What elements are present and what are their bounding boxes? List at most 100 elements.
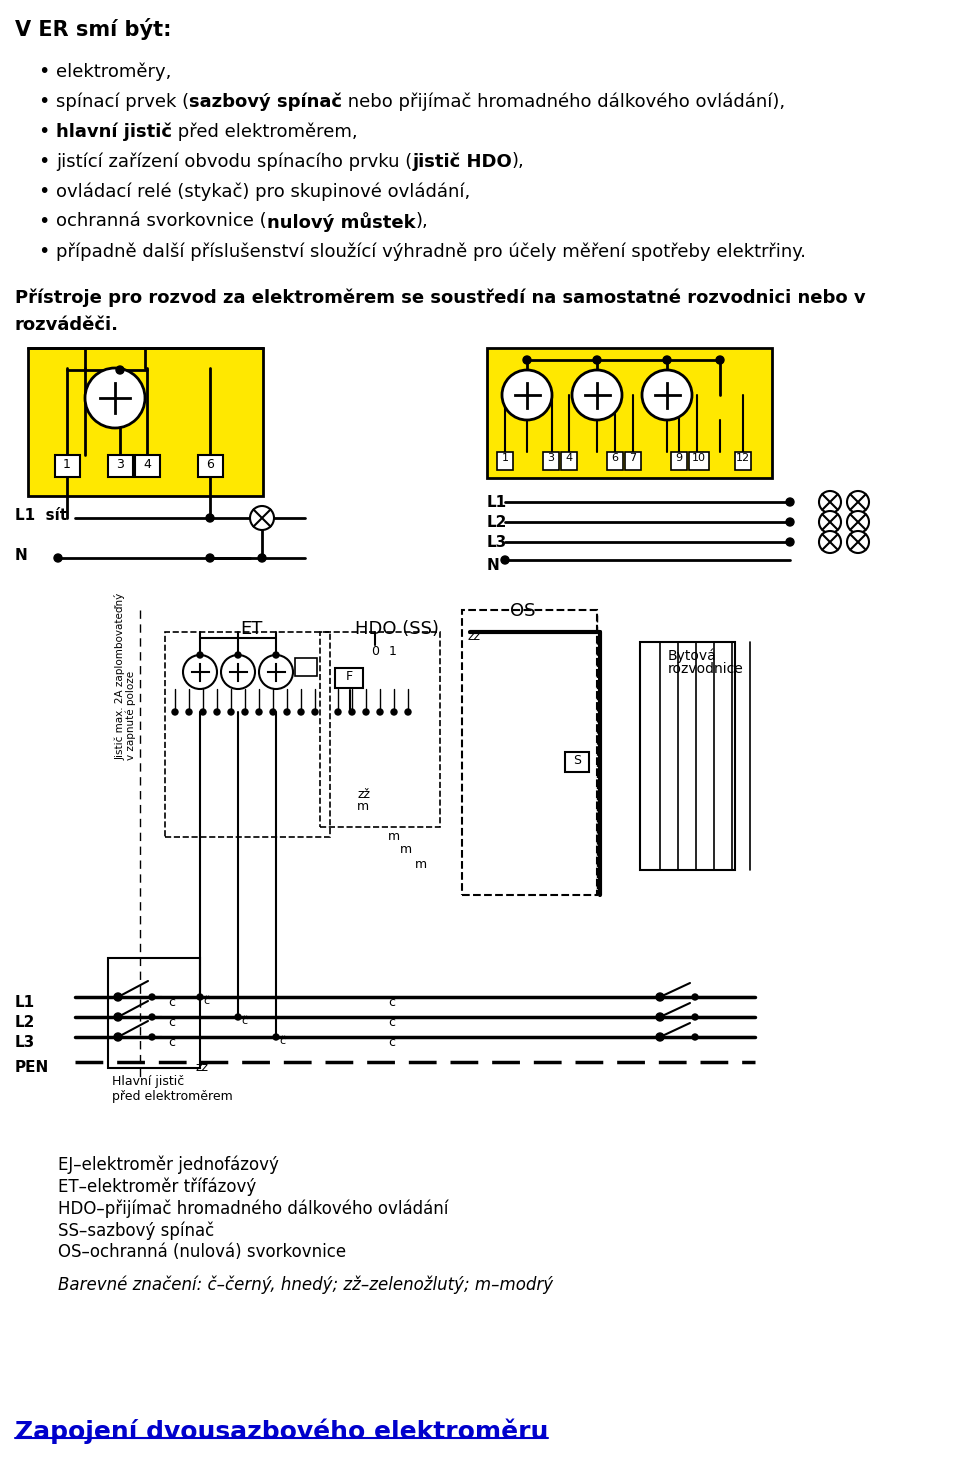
Text: N: N [15, 548, 28, 563]
Text: hlavní jistič: hlavní jistič [56, 122, 172, 140]
Text: ochranná svorkovnice (: ochranná svorkovnice ( [56, 212, 267, 230]
Circle shape [692, 993, 698, 999]
Circle shape [197, 993, 203, 999]
Circle shape [85, 368, 145, 427]
Text: L2: L2 [487, 514, 508, 531]
Bar [607, 453, 623, 470]
Text: 4: 4 [565, 453, 572, 463]
Circle shape [172, 709, 178, 715]
Circle shape [501, 556, 509, 565]
Text: č: č [203, 996, 209, 1005]
Text: 1: 1 [501, 453, 509, 463]
Text: L3: L3 [15, 1035, 36, 1049]
Text: •: • [38, 242, 49, 261]
Circle shape [206, 554, 214, 562]
Bar [108, 958, 200, 1069]
Bar [165, 632, 330, 837]
Circle shape [312, 709, 318, 715]
Circle shape [819, 491, 841, 513]
Bar [55, 455, 80, 478]
Bar [108, 455, 133, 478]
Circle shape [54, 554, 62, 562]
Text: před elektroměrem,: před elektroměrem, [172, 122, 358, 140]
Circle shape [786, 498, 794, 506]
Circle shape [228, 709, 234, 715]
Text: L1  sít: L1 sít [15, 509, 67, 523]
Text: elektroměry,: elektroměry, [56, 62, 172, 81]
Circle shape [206, 514, 214, 522]
Text: F: F [346, 671, 352, 682]
Text: č: č [241, 1016, 247, 1026]
Circle shape [183, 654, 217, 688]
Text: jistič HDO: jistič HDO [412, 152, 512, 171]
Circle shape [642, 370, 692, 420]
Text: 0: 0 [371, 646, 379, 657]
Text: v zapnuté poloze: v zapnuté poloze [125, 671, 135, 761]
Bar [28, 348, 263, 495]
Text: ),: ), [512, 152, 525, 170]
Circle shape [847, 491, 869, 513]
Text: 12: 12 [736, 453, 750, 463]
Circle shape [656, 1013, 664, 1021]
Circle shape [149, 1014, 155, 1020]
Text: •: • [38, 91, 49, 111]
Text: rozvodnice: rozvodnice [668, 662, 744, 677]
Text: č: č [168, 996, 175, 1010]
Circle shape [221, 654, 255, 688]
Text: 9: 9 [676, 453, 683, 463]
Text: HDO (SS): HDO (SS) [355, 621, 439, 638]
Circle shape [377, 709, 383, 715]
Circle shape [786, 538, 794, 545]
Circle shape [114, 1013, 122, 1021]
Circle shape [273, 652, 279, 657]
Circle shape [847, 511, 869, 534]
Text: č: č [168, 1036, 175, 1049]
Circle shape [259, 654, 293, 688]
Bar [640, 643, 735, 870]
Bar [561, 453, 577, 470]
Text: •: • [38, 62, 49, 81]
Text: m: m [400, 843, 412, 856]
Bar [735, 453, 751, 470]
Bar [497, 453, 513, 470]
Circle shape [335, 709, 341, 715]
Text: Zapojení dvousazbového elektroměru: Zapojení dvousazbového elektroměru [15, 1418, 548, 1443]
Text: zž: zž [195, 1061, 208, 1075]
Circle shape [298, 709, 304, 715]
Circle shape [186, 709, 192, 715]
Bar [335, 668, 363, 688]
Circle shape [235, 1014, 241, 1020]
Text: •: • [38, 212, 49, 231]
Circle shape [819, 531, 841, 553]
Bar [689, 453, 709, 470]
Circle shape [349, 709, 355, 715]
Circle shape [197, 652, 203, 657]
Bar [320, 632, 440, 827]
Circle shape [786, 517, 794, 526]
Bar [462, 610, 597, 895]
Circle shape [116, 366, 124, 374]
Bar [198, 455, 223, 478]
Bar [487, 348, 772, 478]
Text: 1: 1 [389, 646, 396, 657]
Text: 4: 4 [143, 458, 151, 472]
Text: 6: 6 [206, 458, 214, 472]
Circle shape [250, 506, 274, 531]
Text: S: S [573, 755, 581, 766]
Circle shape [242, 709, 248, 715]
Circle shape [235, 652, 241, 657]
Bar [295, 657, 317, 677]
Text: č: č [388, 996, 395, 1010]
Text: případně další příslušenství sloužící výhradně pro účely měření spotřeby elektrř: případně další příslušenství sloužící vý… [56, 242, 806, 261]
Text: nebo přijímač hromadného dálkového ovládání),: nebo přijímač hromadného dálkového ovlád… [342, 91, 785, 111]
Circle shape [572, 370, 622, 420]
Text: OS–ochranná (nulová) svorkovnice: OS–ochranná (nulová) svorkovnice [58, 1243, 347, 1260]
Circle shape [273, 1033, 279, 1041]
Circle shape [656, 993, 664, 1001]
Text: m: m [388, 830, 400, 843]
Text: č: č [279, 1036, 285, 1047]
Text: m: m [357, 800, 370, 814]
Text: 7: 7 [630, 453, 636, 463]
Circle shape [593, 357, 601, 364]
Circle shape [391, 709, 397, 715]
